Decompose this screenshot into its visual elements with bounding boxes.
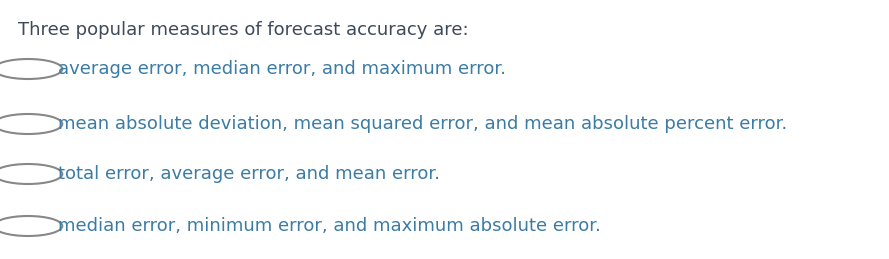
Text: Three popular measures of forecast accuracy are:: Three popular measures of forecast accur…	[18, 21, 469, 39]
Ellipse shape	[0, 114, 62, 134]
Ellipse shape	[0, 164, 62, 184]
Ellipse shape	[0, 59, 62, 79]
Text: median error, minimum error, and maximum absolute error.: median error, minimum error, and maximum…	[58, 217, 601, 235]
Ellipse shape	[0, 216, 62, 236]
Text: total error, average error, and mean error.: total error, average error, and mean err…	[58, 165, 440, 183]
Text: mean absolute deviation, mean squared error, and mean absolute percent error.: mean absolute deviation, mean squared er…	[58, 115, 788, 133]
Text: average error, median error, and maximum error.: average error, median error, and maximum…	[58, 60, 506, 78]
